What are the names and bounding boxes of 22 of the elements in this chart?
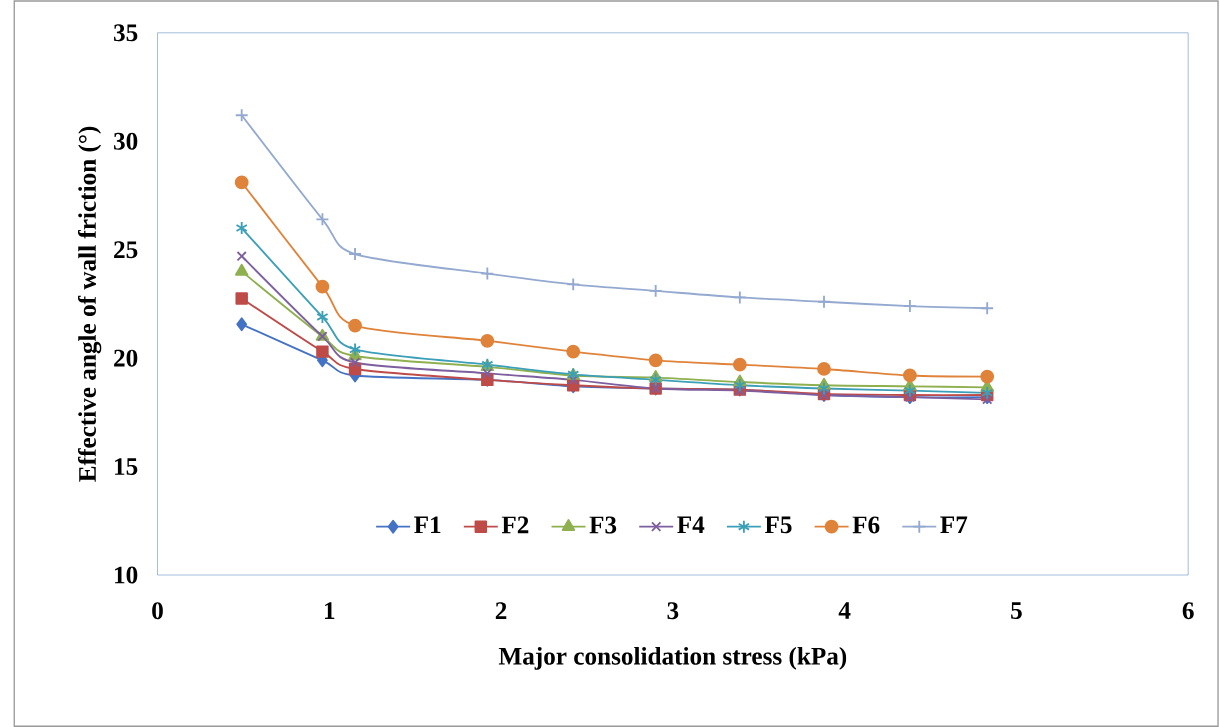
x-tick-label: 6 — [1182, 602, 1194, 620]
y-axis-title: Effective angle of wall friction (°) — [77, 126, 102, 482]
legend-label: F2 — [501, 516, 529, 534]
x-tick-label: 3 — [667, 602, 679, 620]
legend-label: F6 — [852, 516, 880, 534]
y-tick-label: 20 — [114, 349, 138, 367]
legend-label: F5 — [764, 516, 792, 534]
legend-label: F7 — [940, 516, 968, 533]
legend-label: F4 — [677, 516, 705, 533]
y-tick-label: 10 — [115, 566, 138, 584]
legend-label: F1 — [414, 516, 441, 533]
x-tick-label: 2 — [495, 602, 507, 619]
x-tick-label: 1 — [325, 602, 335, 619]
y-tick-label: 15 — [115, 458, 138, 475]
x-axis-title: Major consolidation stress (kPa) — [498, 646, 847, 670]
x-tick-label: 0 — [152, 602, 163, 620]
x-tick-label: 4 — [838, 602, 851, 619]
y-tick-label: 25 — [114, 241, 138, 259]
y-tick-label: 35 — [114, 24, 138, 42]
x-tick-label: 5 — [1011, 602, 1022, 619]
y-tick-label: 30 — [114, 132, 138, 150]
legend-label: F3 — [589, 516, 617, 534]
